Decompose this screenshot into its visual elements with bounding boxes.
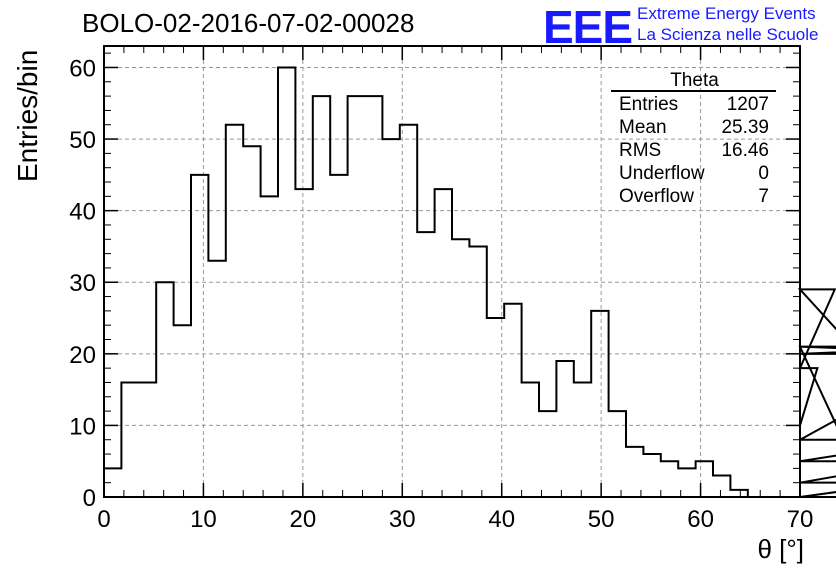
y-tick-label: 0 <box>83 485 96 512</box>
y-tick-label: 10 <box>69 413 96 440</box>
y-tick-label: 40 <box>69 199 96 226</box>
stats-row-label: RMS <box>619 140 661 161</box>
y-tick-label: 60 <box>69 55 96 82</box>
logo-line-1: Extreme Energy Events <box>637 4 816 23</box>
grid-lines <box>104 46 800 497</box>
stats-row-value: 1207 <box>727 94 769 115</box>
stats-row-value: 25.39 <box>721 117 769 138</box>
x-tick-label: 20 <box>290 506 317 533</box>
stats-row-label: Underflow <box>619 163 705 184</box>
stats-row-value: 7 <box>758 186 769 207</box>
stats-rows: Entries 1207 Mean 25.39 RMS 16.46 Underflow 0 Ov… <box>619 94 769 207</box>
x-tick-label: 60 <box>687 506 714 533</box>
stats-title: Theta <box>670 70 719 91</box>
x-axis-label: θ [°] <box>757 534 804 564</box>
histogram-series-line <box>103 66 836 498</box>
stats-row-value: 0 <box>758 163 769 184</box>
y-tick-label: 50 <box>69 127 96 154</box>
x-tick-label: 0 <box>97 506 110 533</box>
x-tick-label: 70 <box>787 506 814 533</box>
x-tick-label: 30 <box>389 506 416 533</box>
stats-row-label: Entries <box>619 94 678 115</box>
logo-line-2: La Scienza nelle Scuole <box>637 25 819 44</box>
stats-row-label: Overflow <box>619 186 694 207</box>
y-tick-label: 30 <box>69 270 96 297</box>
x-tick-label: 40 <box>488 506 515 533</box>
stats-box: Theta Entries 1207 Mean 25.39 RMS 16.46 Underf… <box>611 70 776 207</box>
stats-row-label: Mean <box>619 117 667 138</box>
chart-title: BOLO-02-2016-07-02-00028 <box>82 8 415 38</box>
axis-ticks <box>103 46 801 498</box>
plot-frame <box>103 45 801 498</box>
x-tick-label: 10 <box>190 506 217 533</box>
y-axis-label: Entries/bin <box>12 49 43 182</box>
x-tick-label: 50 <box>588 506 615 533</box>
y-tick-label: 20 <box>69 342 96 369</box>
eee-logo: EEE <box>543 1 633 53</box>
stats-row-value: 16.46 <box>721 140 769 161</box>
